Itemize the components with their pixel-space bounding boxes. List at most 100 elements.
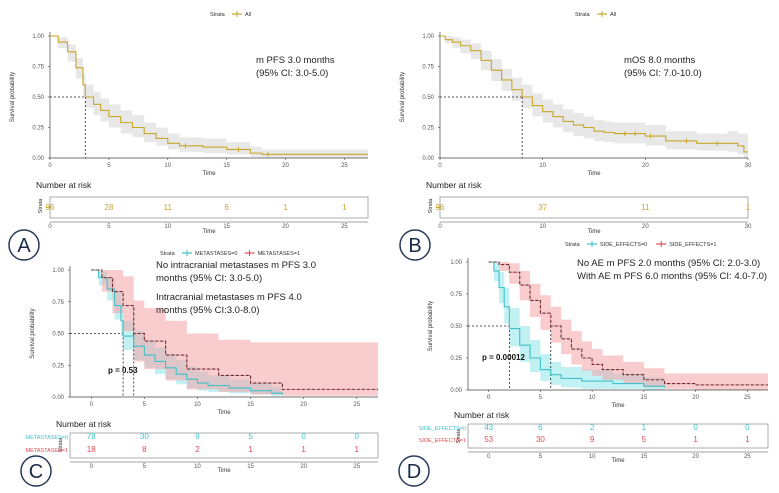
x-tick-label: 30 xyxy=(745,163,752,169)
risk-table-title: Number at risk xyxy=(36,180,92,190)
legend-entry: SIDE_EFFECTS=0 xyxy=(600,242,647,248)
legend: Strata All xyxy=(210,11,251,18)
risk-x-axis-label: Time xyxy=(611,458,625,464)
risk-x-tick-label: 5 xyxy=(143,464,147,470)
x-tick-label: 15 xyxy=(223,163,230,169)
risk-strata-label: Strata xyxy=(428,198,434,214)
y-tick-label: 0.25 xyxy=(32,126,44,132)
risk-value: 53 xyxy=(484,435,493,444)
x-axis-label: Time xyxy=(202,171,216,177)
risk-value: 9 xyxy=(590,435,595,444)
survival-curve-1 xyxy=(440,35,748,153)
x-tick-label: 5 xyxy=(539,395,543,401)
x-axis-label: Time xyxy=(587,171,601,177)
risk-value: 11 xyxy=(164,203,173,212)
panel-c: Strata METASTASES=0 METASTASES=10.000.250.… xyxy=(20,250,379,487)
risk-value: 1 xyxy=(355,445,360,454)
ci-band-2 xyxy=(488,262,768,390)
panel-badge-circle xyxy=(8,229,40,261)
p-value: p = 0.00012 xyxy=(482,353,525,362)
risk-strata-label: Strata xyxy=(58,437,64,453)
y-tick-label: 0.75 xyxy=(450,292,462,298)
risk-value: 11 xyxy=(641,203,650,212)
legend-entry: METASTASES=1 xyxy=(258,251,300,257)
y-tick-label: 0.50 xyxy=(32,95,44,101)
y-tick-label: 1.00 xyxy=(450,260,462,266)
risk-value: 1 xyxy=(248,445,253,454)
y-axis-label: Survival probability xyxy=(400,72,406,122)
risk-x-axis-label: Time xyxy=(217,468,231,474)
ci-band-1 xyxy=(50,36,368,158)
y-tick-label: 0.25 xyxy=(422,126,434,132)
legend-entry: SIDE_EFFECTS=1 xyxy=(669,242,716,248)
survival-curve-2-tint xyxy=(488,261,768,386)
y-tick-label: 0.50 xyxy=(422,95,434,101)
y-tick-label: 0.50 xyxy=(450,324,462,330)
risk-value: 9 xyxy=(195,432,200,441)
risk-table-frame xyxy=(49,196,369,219)
x-tick-label: 20 xyxy=(692,395,699,401)
risk-value: 0 xyxy=(693,423,698,432)
panel-d: Strata SIDE_EFFECTS=0 SIDE_EFFECTS=1 0.00 0.… xyxy=(398,241,769,487)
risk-value: 0 xyxy=(745,423,750,432)
risk-value: 5 xyxy=(248,432,253,441)
risk-strata-label: Strata xyxy=(38,198,44,214)
risk-x-tick-label: 15 xyxy=(223,224,230,230)
x-tick-label: 10 xyxy=(589,395,596,401)
x-tick-label: 10 xyxy=(164,163,171,169)
risk-x-tick-label: 25 xyxy=(744,454,751,460)
panel-badge: A xyxy=(8,229,40,261)
risk-value: 1 xyxy=(342,203,347,212)
risk-value: 2 xyxy=(590,423,595,432)
annotation-line: With AE m PFS 6.0 months (95% CI: 4.0-7.… xyxy=(577,271,767,282)
risk-value: 0 xyxy=(355,432,360,441)
x-tick-label: 20 xyxy=(642,163,649,169)
x-tick-label: 10 xyxy=(539,163,546,169)
risk-value: 1 xyxy=(745,435,750,444)
risk-value: 5 xyxy=(642,435,647,444)
x-tick-label: 20 xyxy=(282,163,289,169)
risk-x-axis-label: Time xyxy=(202,229,216,235)
risk-x-tick-label: 10 xyxy=(589,454,596,460)
risk-x-tick-label: 15 xyxy=(247,464,254,470)
y-tick-label: 0.00 xyxy=(450,388,462,394)
risk-value: 30 xyxy=(536,435,545,444)
annotation-line: mOS 8.0 months xyxy=(624,55,696,66)
risk-x-tick-label: 0 xyxy=(48,224,52,230)
x-tick-label: 25 xyxy=(353,402,360,408)
panel-badge: C xyxy=(20,455,52,487)
x-tick-label: 0 xyxy=(90,402,94,408)
risk-strata-label: Strata xyxy=(456,428,462,444)
legend-entry: METASTASES=0 xyxy=(195,251,237,257)
survival-curve-1 xyxy=(91,269,283,395)
annotation-line: (95% CI: 3.0-5.0) xyxy=(256,68,328,79)
risk-value: 1 xyxy=(642,423,647,432)
x-tick-label: 25 xyxy=(744,395,751,401)
risk-value: 0 xyxy=(301,432,306,441)
risk-value: 30 xyxy=(140,432,149,441)
y-tick-label: 1.00 xyxy=(32,34,44,40)
x-tick-label: 5 xyxy=(107,163,111,169)
risk-x-tick-label: 0 xyxy=(487,454,491,460)
risk-value: 1 xyxy=(283,203,288,212)
annotation-line: No AE m PFS 2.0 months (95% CI: 2.0-3.0) xyxy=(577,258,760,269)
y-axis-label: Survival probability xyxy=(30,308,36,358)
x-tick-label: 15 xyxy=(641,395,648,401)
risk-table-title: Number at risk xyxy=(426,180,482,190)
x-tick-label: 25 xyxy=(341,163,348,169)
risk-table-frame xyxy=(467,423,769,449)
risk-x-tick-label: 5 xyxy=(539,454,543,460)
risk-x-tick-label: 10 xyxy=(164,224,171,230)
risk-x-axis-label: Time xyxy=(587,229,601,235)
legend-title: Strata xyxy=(160,251,176,257)
risk-row-name: METASTASES=1 xyxy=(26,448,68,454)
risk-value: 6 xyxy=(538,423,543,432)
annotation-line: Intracranial metastases m PFS 4.0 xyxy=(156,292,302,303)
x-tick-label: 0 xyxy=(487,395,491,401)
legend-entry: All xyxy=(245,12,251,18)
panel-badge: D xyxy=(398,455,430,487)
y-axis-label: Survival probability xyxy=(428,301,434,351)
